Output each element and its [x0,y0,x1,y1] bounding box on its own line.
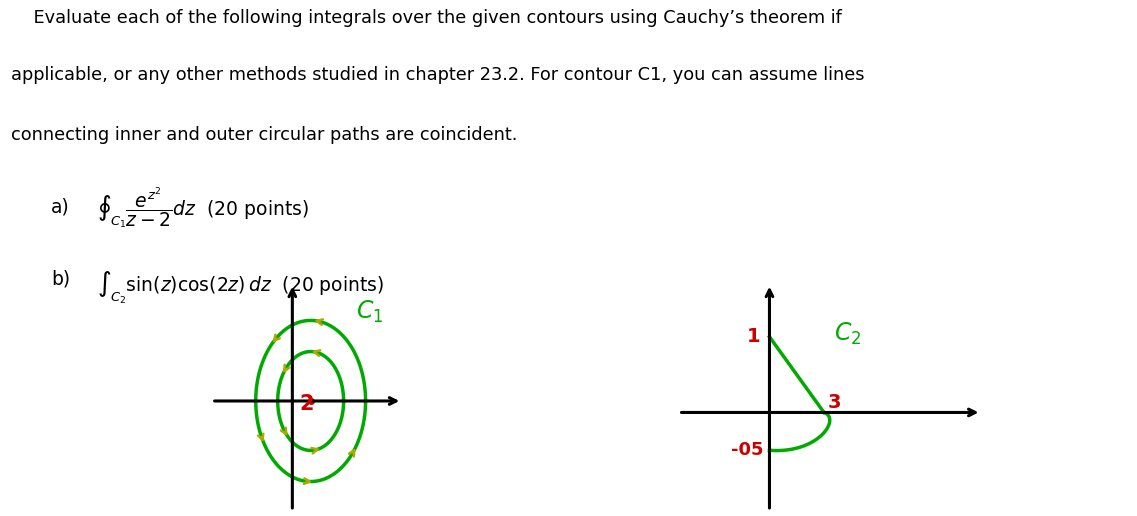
Text: 3: 3 [828,393,841,412]
Text: Evaluate each of the following integrals over the given contours using Cauchy’s : Evaluate each of the following integrals… [11,9,843,27]
Text: applicable, or any other methods studied in chapter 23.2. For contour C1, you ca: applicable, or any other methods studied… [11,66,865,84]
Text: $C_2$: $C_2$ [833,320,861,347]
Text: connecting inner and outer circular paths are coincident.: connecting inner and outer circular path… [11,126,517,143]
Text: $\int_{C_2}\sin(z)\cos(2z)\,dz$  (20 points): $\int_{C_2}\sin(z)\cos(2z)\,dz$ (20 poin… [97,269,384,306]
Text: 1: 1 [747,327,761,346]
Text: 2: 2 [300,394,314,414]
Text: b): b) [51,269,70,288]
Text: a): a) [51,198,69,217]
Text: $\oint_{C_1}\dfrac{e^{z^2}}{z-2}dz$  (20 points): $\oint_{C_1}\dfrac{e^{z^2}}{z-2}dz$ (20 … [97,186,308,231]
Text: -05: -05 [731,441,763,459]
Text: $C_1$: $C_1$ [356,299,384,325]
